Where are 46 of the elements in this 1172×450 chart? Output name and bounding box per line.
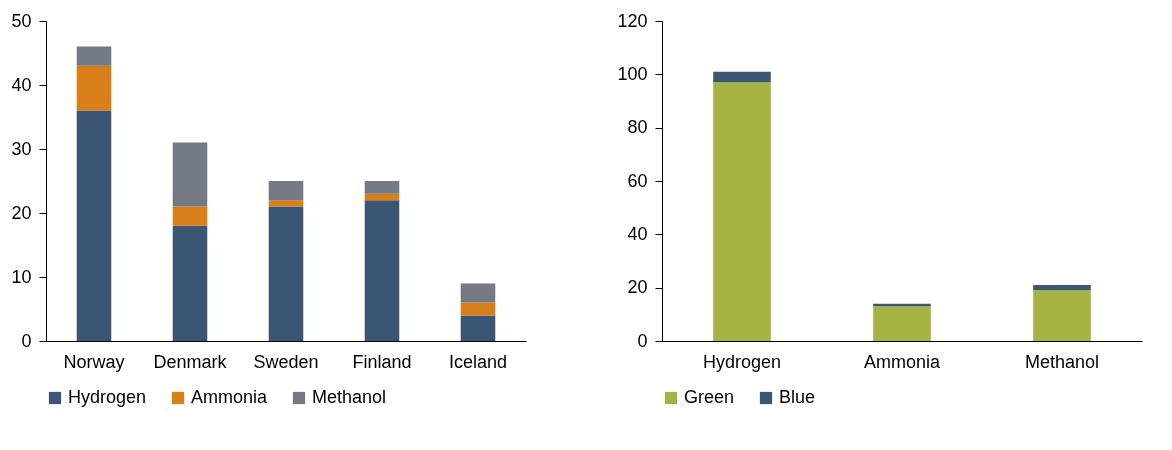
y-tick-label: 0 — [21, 330, 32, 351]
x-tick-label: Finland — [352, 351, 412, 372]
bar — [713, 82, 771, 341]
y-tick-label: 20 — [627, 277, 648, 298]
y-tick-label: 80 — [627, 117, 648, 138]
bar — [364, 181, 400, 194]
bar — [364, 200, 400, 341]
legend-label: Methanol — [312, 387, 387, 407]
bar — [1033, 285, 1091, 291]
y-tick-label: 10 — [11, 266, 32, 287]
x-tick-label: Iceland — [448, 351, 508, 372]
bar — [268, 200, 304, 207]
bar — [460, 283, 496, 303]
legend-label: Blue — [779, 387, 816, 407]
x-tick-label: Hydrogen — [702, 351, 782, 372]
x-tick-label: Sweden — [253, 351, 319, 372]
bar — [364, 193, 400, 201]
bar — [460, 315, 496, 341]
bar — [76, 46, 112, 66]
legend-label: Green — [684, 387, 735, 407]
bar — [873, 306, 931, 341]
x-tick-label: Denmark — [153, 351, 228, 372]
bar — [1033, 290, 1091, 341]
x-tick-label: Methanol — [1024, 351, 1100, 372]
bar — [76, 65, 112, 111]
bar — [713, 71, 771, 83]
bar — [268, 206, 304, 341]
bar — [268, 181, 304, 201]
y-tick-label: 20 — [11, 202, 32, 223]
bar — [76, 110, 112, 341]
bar — [172, 206, 208, 226]
bar — [172, 225, 208, 341]
y-tick-label: 120 — [617, 10, 648, 31]
bar — [460, 302, 496, 316]
y-tick-label: 30 — [11, 138, 32, 159]
y-tick-label: 100 — [617, 63, 648, 84]
bar — [172, 142, 208, 207]
y-tick-label: 50 — [11, 10, 32, 31]
y-tick-label: 0 — [637, 330, 648, 351]
x-tick-label: Norway — [63, 351, 125, 372]
y-tick-label: 60 — [627, 170, 648, 191]
legend-label: Hydrogen — [68, 387, 147, 407]
legend-label: Ammonia — [191, 387, 269, 407]
y-tick-label: 40 — [627, 223, 648, 244]
x-tick-label: Ammonia — [863, 351, 941, 372]
y-tick-label: 40 — [11, 74, 32, 95]
